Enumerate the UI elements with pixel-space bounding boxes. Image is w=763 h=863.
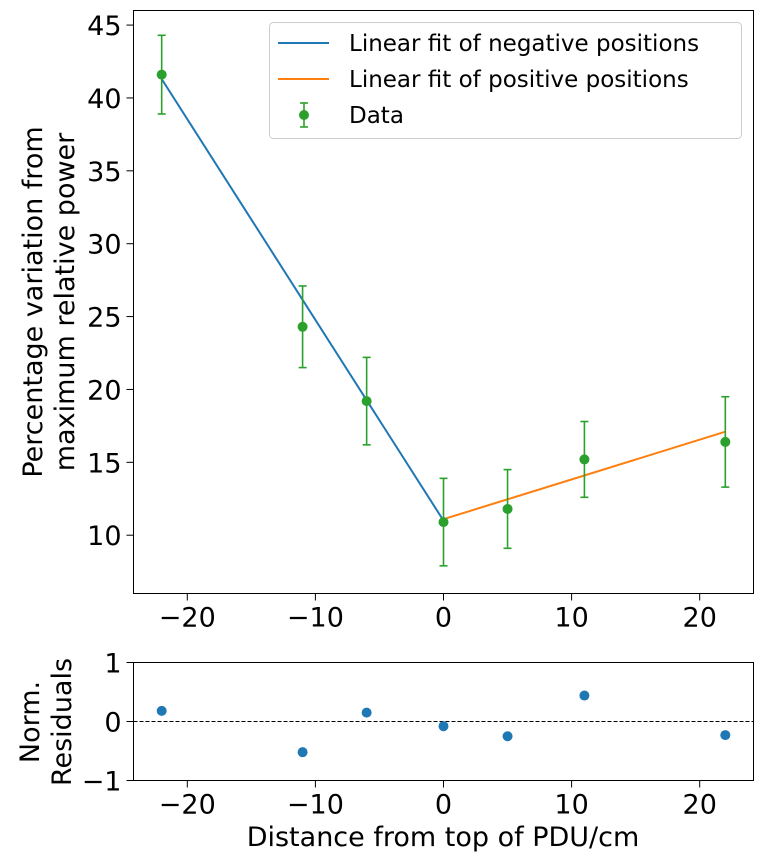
data-point <box>361 396 372 407</box>
residual-point <box>502 731 513 742</box>
data-point <box>720 436 731 447</box>
data-point <box>297 321 308 332</box>
residual-y-label-line-2: Residuals <box>47 658 78 786</box>
y-tick-label: 30 <box>87 230 121 261</box>
main-y-ticks: 10 15 20 25 30 35 40 45 <box>87 11 134 552</box>
data-point <box>438 517 449 528</box>
main-plot-marks <box>156 34 731 567</box>
main-y-label-line-2: maximum relative power <box>50 132 81 471</box>
x-tick-label: 20 <box>683 603 717 634</box>
x-axis-label: Distance from top of PDU/cm <box>247 822 640 853</box>
residual-point <box>720 730 731 741</box>
residual-x-ticks: −20 −10 0 10 20 <box>159 780 717 821</box>
legend-label: Data <box>349 103 404 129</box>
main-plot: −20 −10 0 10 20 10 15 20 25 30 35 40 45 Linear fit … <box>18 10 754 634</box>
x-tick-label: 20 <box>683 790 717 821</box>
legend-marker-swatch <box>299 110 309 120</box>
residual-y-ticks: −1 0 1 <box>82 649 134 798</box>
residual-plot-marks <box>133 690 754 758</box>
residual-point <box>579 690 590 701</box>
y-tick-label: 25 <box>87 303 121 334</box>
y-tick-label: 35 <box>87 157 121 188</box>
residual-point <box>156 705 167 716</box>
data-point <box>502 503 513 514</box>
legend: Linear fit of negative positions Linear f… <box>269 22 742 139</box>
main-x-ticks: −20 −10 0 10 20 <box>159 593 717 634</box>
data-point <box>579 454 590 465</box>
residual-y-label-line-1: Norm. <box>15 681 46 763</box>
y-tick-label: 20 <box>87 375 121 406</box>
x-tick-label: 10 <box>554 603 588 634</box>
y-tick-label: 45 <box>87 11 121 42</box>
data-point <box>156 69 167 80</box>
residual-point <box>438 721 449 732</box>
residual-point <box>297 747 308 758</box>
x-tick-label: 0 <box>435 603 452 634</box>
legend-box <box>269 22 742 139</box>
legend-label: Linear fit of positive positions <box>349 67 689 93</box>
residual-point <box>361 707 372 718</box>
x-tick-label: −10 <box>287 603 344 634</box>
y-tick-label: 40 <box>87 84 121 115</box>
residual-plot: −20 −10 0 10 20 −101 Norm. Residuals Distanc… <box>15 649 754 853</box>
y-tick-label: 1 <box>104 649 121 680</box>
x-tick-label: −20 <box>159 790 216 821</box>
y-tick-label: 10 <box>87 521 121 552</box>
x-tick-label: −10 <box>287 790 344 821</box>
y-tick-label: 0 <box>104 708 121 739</box>
legend-label: Linear fit of negative positions <box>349 31 699 57</box>
main-y-label-line-1: Percentage variation from <box>18 126 49 477</box>
y-tick-label: 15 <box>87 448 121 479</box>
x-tick-label: 0 <box>435 790 452 821</box>
y-tick-label: −1 <box>82 767 122 798</box>
x-tick-label: 10 <box>554 790 588 821</box>
x-tick-label: −20 <box>159 603 216 634</box>
